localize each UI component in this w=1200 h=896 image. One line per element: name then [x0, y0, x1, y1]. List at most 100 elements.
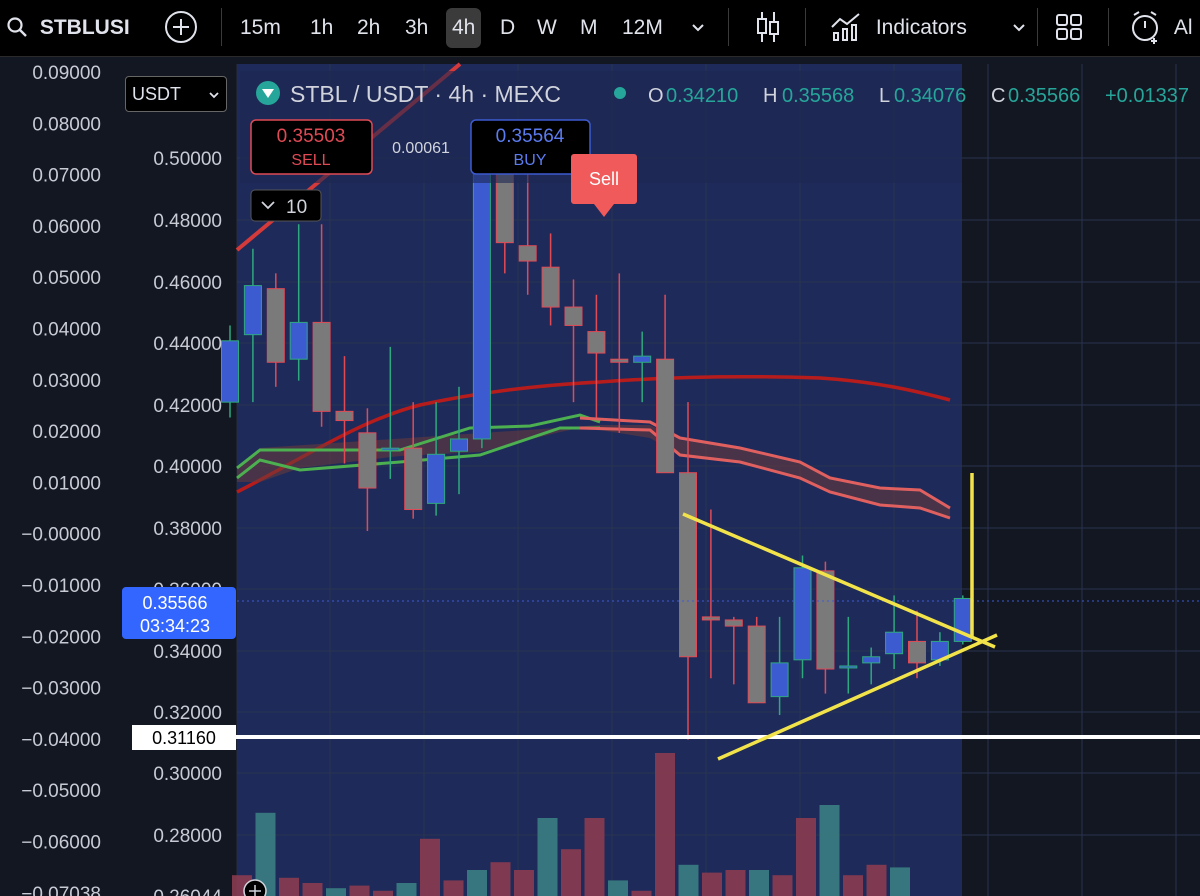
candle-body [862, 656, 881, 664]
upper-trendline[interactable] [682, 512, 996, 649]
volume-bar [255, 812, 276, 896]
buy-button[interactable]: 0.35564 BUY [470, 119, 591, 175]
chart-type-button[interactable] [755, 0, 781, 56]
search-icon [7, 17, 27, 37]
symbol-search[interactable]: STBLUSI [6, 0, 130, 56]
candle-body [427, 453, 446, 504]
sell-label: SELL [291, 152, 330, 169]
price-axis-label: 0.40000 [153, 457, 222, 478]
volume-bar [749, 870, 769, 896]
ma-line-green-lower [236, 426, 600, 480]
price-axis-label: 0.34000 [153, 642, 222, 663]
volume-bar [725, 870, 746, 896]
alert-button[interactable]: Al [1130, 0, 1193, 56]
candle-body [358, 432, 377, 489]
layouts-button[interactable] [1055, 0, 1083, 56]
candle-body [564, 306, 583, 326]
volume-bar [890, 867, 910, 896]
secondary-axis-label: −0.06000 [21, 833, 101, 854]
ma-line-slow [236, 375, 951, 494]
candle-body [587, 331, 606, 354]
indicators-dropdown[interactable] [1011, 0, 1027, 56]
candle-body [335, 410, 354, 422]
plus-circle-icon [165, 11, 197, 43]
volume-bar [561, 849, 581, 896]
currency-select[interactable]: USDT [125, 76, 227, 112]
lower-trendline[interactable] [717, 633, 998, 761]
sell-button[interactable]: 0.35503 SELL [250, 119, 373, 175]
timeframe-d[interactable]: D [500, 16, 516, 39]
candle-body [633, 355, 652, 363]
candles-icon [757, 12, 779, 42]
price-axis-label: 0.48000 [153, 211, 222, 232]
timeframe-m[interactable]: M [580, 16, 598, 39]
sell-signal-marker[interactable]: Sell [571, 154, 637, 217]
indicators-button[interactable]: Indicators [830, 0, 967, 56]
volume-bar [349, 885, 370, 896]
timeframe-dropdown[interactable] [690, 0, 706, 56]
secondary-axis-label: 0.04000 [32, 320, 101, 341]
price-axis-label: 0.26044 [153, 887, 222, 896]
candle-body [381, 447, 400, 451]
secondary-axis-label: −0.05000 [21, 781, 101, 802]
secondary-axis-label: 0.05000 [32, 268, 101, 289]
alert-label: Al [1173, 16, 1193, 39]
timeframe-2h[interactable]: 2h [357, 16, 381, 39]
secondary-axis-label: −0.01000 [21, 576, 101, 597]
volume-bar [443, 880, 464, 896]
timeframe-1h[interactable]: 1h [310, 16, 334, 39]
price-axis-label: 0.28000 [153, 826, 222, 847]
secondary-axis-label: 0.02000 [32, 422, 101, 443]
add-symbol-button[interactable] [164, 0, 198, 56]
timeframe-3h[interactable]: 3h [405, 16, 429, 39]
price-chart[interactable]: 0.09000 0.08000 0.07000 0.06000 0.05000 0.040… [0, 57, 1200, 896]
secondary-axis-label: −0.03000 [21, 679, 101, 700]
triangle-drawing[interactable] [682, 473, 998, 761]
timeframe-4h[interactable]: 4h [446, 8, 482, 48]
volume-bar [279, 877, 299, 896]
price-axis-label: 0.46000 [153, 273, 222, 294]
indicators-icon [831, 13, 860, 41]
candle-body [312, 321, 331, 412]
indicators-label: Indicators [875, 16, 967, 39]
volume-bar [866, 864, 887, 896]
add-button-bottom[interactable] [243, 879, 267, 896]
spread-value: 0.00061 [392, 140, 450, 157]
volume-bar [796, 818, 816, 896]
candle-body [701, 616, 720, 621]
secondary-axis-label: −0.04000 [21, 730, 101, 751]
alarm-clock-icon [1132, 11, 1158, 44]
volume-bar [467, 870, 487, 896]
price-axis-label: 0.38000 [153, 519, 222, 540]
candle-body [747, 625, 766, 704]
volume-bars [232, 753, 910, 896]
open-value: 0.34210 [666, 85, 738, 107]
timeframe-12m[interactable]: 12M [622, 16, 663, 39]
grid-lines [237, 64, 1200, 896]
volume-bar [584, 818, 605, 896]
change-value: +0.01337 [1105, 85, 1189, 107]
indicator-count: 10 [286, 197, 307, 218]
volume-bar [420, 838, 440, 896]
volume-bar [702, 872, 722, 896]
volume-bar [655, 753, 675, 896]
candle-body [885, 631, 904, 655]
open-label: O [648, 85, 664, 107]
buy-price: 0.35564 [496, 126, 565, 147]
sell-signal-label: Sell [589, 169, 619, 189]
volume-bar [514, 870, 534, 896]
candle-body [472, 171, 491, 440]
grid-icon [1056, 14, 1082, 40]
close-label: C [991, 85, 1005, 107]
chevron-down-icon [261, 201, 275, 210]
close-value: 0.35566 [1008, 85, 1080, 107]
timeframe-w[interactable]: W [537, 16, 557, 39]
collapse-indicators-button[interactable]: 10 [250, 189, 322, 222]
price-axis-label: 0.30000 [153, 764, 222, 785]
ma-line-green-upper [236, 413, 601, 470]
candle-body [656, 358, 675, 474]
current-price-tag: 0.35566 03:34:23 [122, 587, 236, 639]
current-price-value: 0.35566 [142, 593, 207, 613]
timeframe-15m[interactable]: 15m [240, 16, 281, 39]
high-value: 0.35568 [782, 85, 854, 107]
